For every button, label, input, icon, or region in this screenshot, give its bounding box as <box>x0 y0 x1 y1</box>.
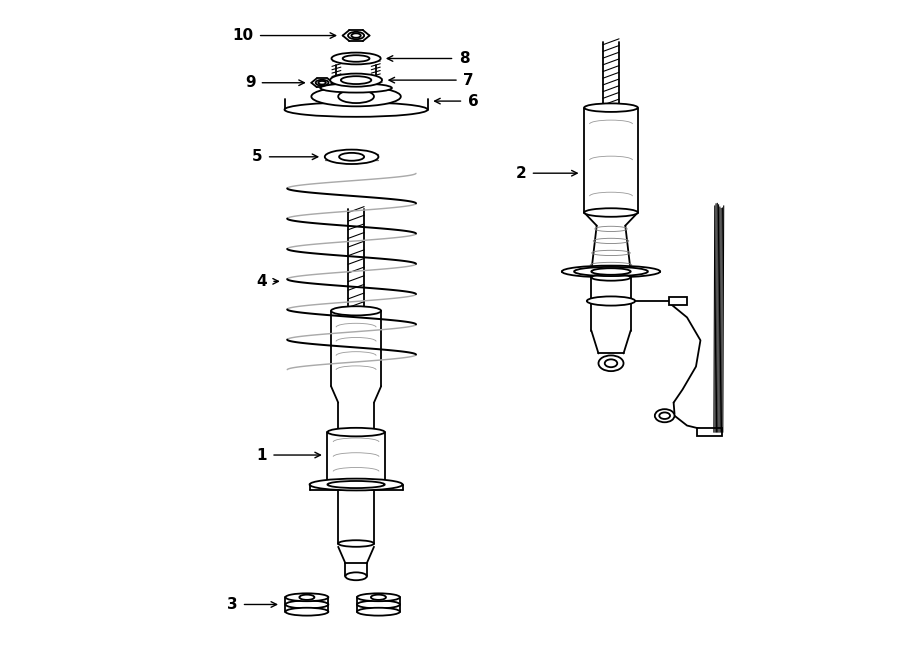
Text: 7: 7 <box>464 73 474 88</box>
Ellipse shape <box>319 81 326 85</box>
Ellipse shape <box>357 594 400 602</box>
Text: 10: 10 <box>232 28 253 43</box>
Text: 6: 6 <box>468 94 479 108</box>
Ellipse shape <box>328 481 384 488</box>
Ellipse shape <box>316 80 328 86</box>
Ellipse shape <box>285 607 328 615</box>
Ellipse shape <box>285 601 328 608</box>
Text: 2: 2 <box>516 166 526 180</box>
Ellipse shape <box>591 268 631 275</box>
Ellipse shape <box>346 572 367 580</box>
Text: 4: 4 <box>256 274 266 289</box>
Ellipse shape <box>562 266 661 278</box>
Ellipse shape <box>343 56 370 61</box>
Text: 9: 9 <box>246 75 256 91</box>
Ellipse shape <box>310 479 402 490</box>
Ellipse shape <box>328 428 384 436</box>
Ellipse shape <box>587 296 635 305</box>
Ellipse shape <box>357 601 400 608</box>
Ellipse shape <box>330 73 382 87</box>
Ellipse shape <box>660 412 670 419</box>
Ellipse shape <box>339 153 365 161</box>
Ellipse shape <box>598 356 624 371</box>
Ellipse shape <box>351 33 361 38</box>
Ellipse shape <box>284 102 427 117</box>
Ellipse shape <box>655 409 674 422</box>
Ellipse shape <box>311 87 400 106</box>
Ellipse shape <box>605 360 617 368</box>
Bar <box>697 428 722 436</box>
Ellipse shape <box>357 607 400 615</box>
Text: 5: 5 <box>251 149 262 165</box>
Text: 8: 8 <box>459 51 470 66</box>
Ellipse shape <box>300 595 314 600</box>
Ellipse shape <box>338 540 374 547</box>
Text: 3: 3 <box>228 597 238 612</box>
Ellipse shape <box>320 83 392 93</box>
Ellipse shape <box>338 90 374 103</box>
Ellipse shape <box>584 103 638 112</box>
Ellipse shape <box>591 274 631 281</box>
Ellipse shape <box>348 32 364 39</box>
Text: 1: 1 <box>256 447 266 463</box>
Ellipse shape <box>331 53 381 64</box>
Ellipse shape <box>331 306 381 315</box>
Ellipse shape <box>341 76 372 84</box>
Ellipse shape <box>285 594 328 602</box>
Bar <box>669 297 687 305</box>
Ellipse shape <box>584 208 638 217</box>
Ellipse shape <box>325 149 378 164</box>
Ellipse shape <box>371 595 386 600</box>
